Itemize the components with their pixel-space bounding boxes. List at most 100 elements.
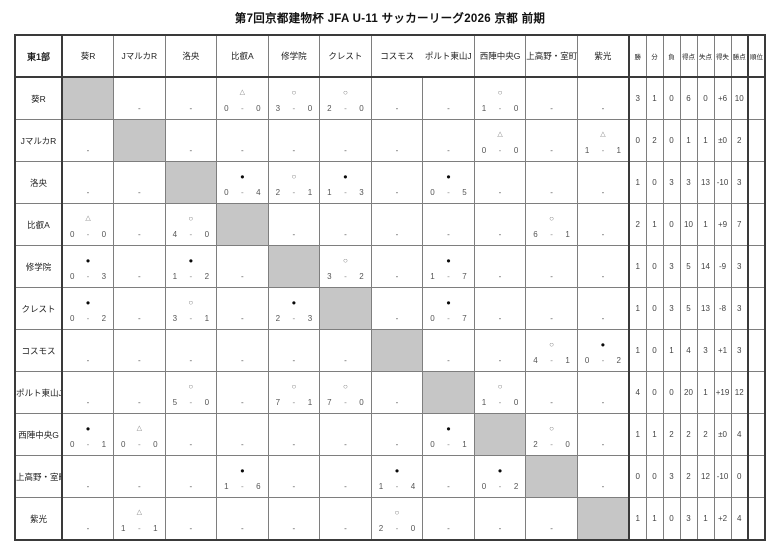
result-symbol	[115, 373, 165, 392]
match-cell: △ 0 - 0	[113, 413, 166, 456]
col-header-team: 紫光	[576, 34, 630, 78]
cell-content: ○ 4 - 1	[527, 331, 577, 371]
result-score: -	[527, 182, 577, 203]
score-separator: -	[241, 103, 244, 113]
result-symbol: ○	[291, 171, 297, 181]
no-match-dash: -	[189, 481, 193, 491]
result-score: 1 - 4	[372, 476, 422, 497]
no-match-dash: -	[241, 523, 244, 533]
result-symbol: △	[600, 130, 606, 138]
result-score: -	[115, 98, 165, 119]
col-header-team: 上高野・室町	[525, 34, 578, 78]
cell-content: -	[115, 289, 165, 329]
stat-cell: 1	[628, 245, 647, 288]
cell-content: -	[475, 331, 525, 371]
no-match-dash: -	[137, 313, 141, 323]
result-score: 0 - 0	[475, 140, 525, 161]
no-match-dash: -	[292, 145, 296, 155]
result-score: -	[166, 434, 216, 455]
result-symbol: ●	[446, 297, 451, 307]
result-score: 0 - 0	[218, 98, 268, 119]
cell-content: ○ 2 - 0	[321, 78, 371, 119]
result-score: -	[166, 476, 216, 497]
result-symbol: ●	[240, 171, 245, 181]
empty-cell: -	[267, 455, 321, 498]
empty-cell: -	[525, 119, 578, 162]
score-right: 1	[153, 523, 158, 533]
result-symbol	[63, 373, 113, 392]
cell-content: -	[269, 498, 319, 539]
empty-cell: -	[164, 497, 218, 541]
score-right: 2	[204, 271, 210, 281]
result-symbol: ●	[394, 465, 400, 475]
result-symbol	[527, 247, 577, 266]
table-row: ポルト東山J - - ○ 5-0- ○ 7-1 ○ 7-0- ○ 1-0- -4 0 0 20 1 +19 12	[14, 371, 766, 414]
empty-cell: -	[576, 245, 630, 288]
result-score: -	[63, 476, 113, 497]
result-score: 0 - 5	[424, 182, 474, 203]
result-symbol	[475, 331, 525, 350]
stat-cell: 13	[696, 161, 715, 204]
cell-content: -	[166, 415, 216, 455]
no-match-dash: -	[241, 313, 244, 323]
empty-cell: -	[525, 245, 578, 288]
score-separator: -	[601, 355, 605, 365]
match-cell: ○ 5 - 0	[164, 371, 218, 414]
score-left: 1	[327, 187, 332, 197]
result-symbol	[269, 331, 319, 350]
no-match-dash: -	[395, 271, 399, 281]
result-score: -	[578, 224, 628, 245]
rank-cell	[747, 455, 766, 498]
result-score: -	[63, 140, 113, 161]
cell-content: -	[269, 331, 319, 371]
no-match-dash: -	[137, 229, 141, 239]
result-symbol: ○	[188, 297, 194, 307]
cell-content: -	[475, 289, 525, 329]
cell-content: ● 0 - 3	[63, 247, 113, 287]
cell-content: -	[218, 121, 268, 161]
result-symbol	[424, 121, 474, 140]
cell-content: ● 0 - 5	[424, 163, 474, 203]
score-right: 1	[616, 145, 621, 155]
score-right: 3	[307, 313, 313, 323]
row-team-label: 西陣中央G	[14, 413, 63, 456]
score-right: 2	[101, 313, 107, 323]
result-score: 0 - 0	[115, 434, 165, 455]
match-cell: ○ 2 - 0	[319, 76, 372, 120]
stat-cell: 4	[679, 329, 698, 372]
result-symbol	[475, 163, 525, 182]
result-symbol	[269, 121, 319, 140]
empty-cell: -	[164, 329, 218, 372]
match-cell: △ 0 - 0	[216, 76, 269, 120]
empty-cell: -	[267, 413, 321, 456]
empty-cell: -	[525, 161, 578, 204]
result-score: -	[63, 518, 113, 539]
empty-cell: -	[113, 76, 166, 120]
result-symbol	[218, 121, 268, 140]
row-team-label: 上高野・室町	[14, 455, 63, 498]
result-score: -	[372, 434, 422, 455]
cell-content: -	[527, 373, 577, 413]
result-symbol: ○	[549, 339, 554, 349]
no-match-dash: -	[447, 103, 450, 113]
score-left: 3	[327, 271, 332, 281]
stat-cell: ±0	[713, 119, 732, 162]
result-symbol	[218, 289, 268, 308]
score-left: 0	[121, 439, 126, 449]
result-score: 2 - 3	[269, 308, 319, 329]
score-separator: -	[189, 229, 193, 239]
result-symbol	[372, 247, 422, 266]
match-cell: ○ 3 - 2	[319, 245, 372, 288]
cell-content: -	[578, 457, 628, 497]
empty-cell: -	[473, 245, 527, 288]
cell-content: -	[475, 205, 525, 245]
result-symbol	[475, 289, 525, 308]
stat-cell: +1	[713, 329, 732, 372]
stat-cell: 0	[662, 76, 681, 120]
result-score: -	[424, 476, 474, 497]
result-score: -	[321, 518, 371, 539]
score-separator: -	[241, 187, 244, 197]
no-match-dash: -	[137, 481, 141, 491]
result-symbol: ●	[291, 297, 297, 307]
cell-content: -	[372, 373, 422, 413]
